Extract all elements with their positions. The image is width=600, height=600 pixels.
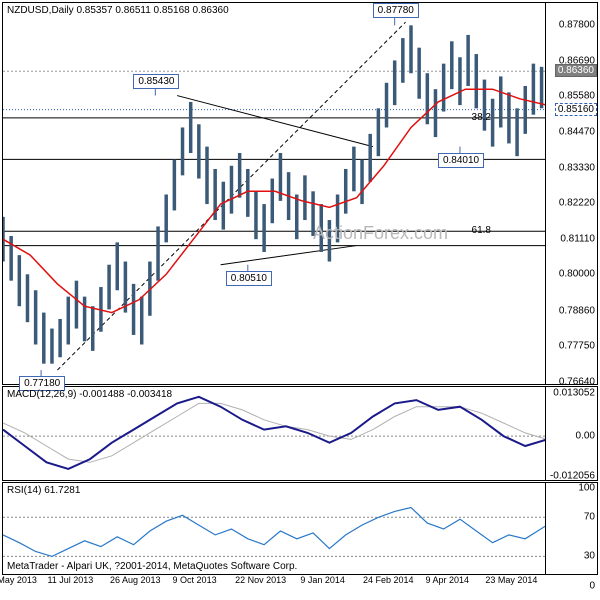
y-tick: -0.012056 xyxy=(550,470,595,481)
price-label: 0.85430 xyxy=(133,74,179,89)
price-label: 0.84010 xyxy=(438,153,484,168)
x-tick: 23 May 2014 xyxy=(485,575,537,585)
main-price-chart[interactable]: NZDUSD,Daily 0.85357 0.86511 0.85168 0.8… xyxy=(2,2,598,385)
x-tick: 9 Apr 2014 xyxy=(426,575,470,585)
y-tick: 0.80000 xyxy=(559,269,595,280)
y-tick: 0.87800 xyxy=(559,20,595,31)
x-tick: 24 Feb 2014 xyxy=(363,575,414,585)
x-axis: 28 May 2013 11 Jul 2013 26 Aug 2013 9 Oct 2… xyxy=(2,575,546,587)
x-tick: 9 Jan 2014 xyxy=(300,575,345,585)
x-tick: 11 Jul 2013 xyxy=(47,575,93,585)
y-tick: 100 xyxy=(578,482,595,493)
price-label: 0.87780 xyxy=(373,3,419,18)
watermark: ActionForex.com xyxy=(313,223,448,244)
macd-plot-area: MACD(12,26,9) -0.001488 -0.003418 xyxy=(3,387,545,480)
y-tick: 0.81110 xyxy=(560,233,595,244)
rsi-title: RSI(14) 61.7281 xyxy=(7,485,80,496)
macd-y-axis: 0.013052 0.00 -0.012056 xyxy=(545,387,597,480)
macd-title: MACD(12,26,9) -0.001488 -0.003418 xyxy=(7,389,172,400)
y-tick: 0.78860 xyxy=(559,305,595,316)
x-tick: 9 Oct 2013 xyxy=(173,575,217,585)
y-tick: 0 xyxy=(589,580,595,591)
price-label: 0.80510 xyxy=(226,271,272,286)
dotted-price-marker: 0.85160 xyxy=(555,103,597,116)
y-tick: 0.77750 xyxy=(559,341,595,352)
x-tick: 22 Nov 2013 xyxy=(235,575,286,585)
credits: MetaTrader - Alpari UK, ?2001-2014, Meta… xyxy=(7,561,297,572)
fib-label: 38.2 xyxy=(472,112,491,123)
main-svg xyxy=(3,3,547,386)
y-tick: 70 xyxy=(584,512,595,523)
main-y-axis: 0.878000.866900.855800.844700.833300.822… xyxy=(545,3,597,384)
rsi-plot-area: RSI(14) 61.7281 MetaTrader - Alpari UK, … xyxy=(3,483,545,574)
current-price-marker: 0.86360 xyxy=(555,64,597,77)
y-tick: 0.83330 xyxy=(559,163,595,174)
y-tick: 0.013052 xyxy=(553,388,595,399)
x-tick: 26 Aug 2013 xyxy=(110,575,161,585)
y-tick: 0.84470 xyxy=(559,126,595,137)
x-tick: 28 May 2013 xyxy=(0,575,37,585)
main-plot-area: NZDUSD,Daily 0.85357 0.86511 0.85168 0.8… xyxy=(3,3,545,384)
rsi-chart[interactable]: RSI(14) 61.7281 MetaTrader - Alpari UK, … xyxy=(2,482,598,575)
fib-label: 61.8 xyxy=(472,225,491,236)
y-tick: 0.85580 xyxy=(559,91,595,102)
macd-chart[interactable]: MACD(12,26,9) -0.001488 -0.003418 0.0130… xyxy=(2,386,598,481)
y-tick: 0.00 xyxy=(576,431,595,442)
rsi-y-axis: 10070300 xyxy=(545,483,597,574)
y-tick: 30 xyxy=(584,551,595,562)
macd-svg xyxy=(3,387,547,482)
y-tick: 0.82220 xyxy=(559,198,595,209)
main-title: NZDUSD,Daily 0.85357 0.86511 0.85168 0.8… xyxy=(7,5,229,16)
